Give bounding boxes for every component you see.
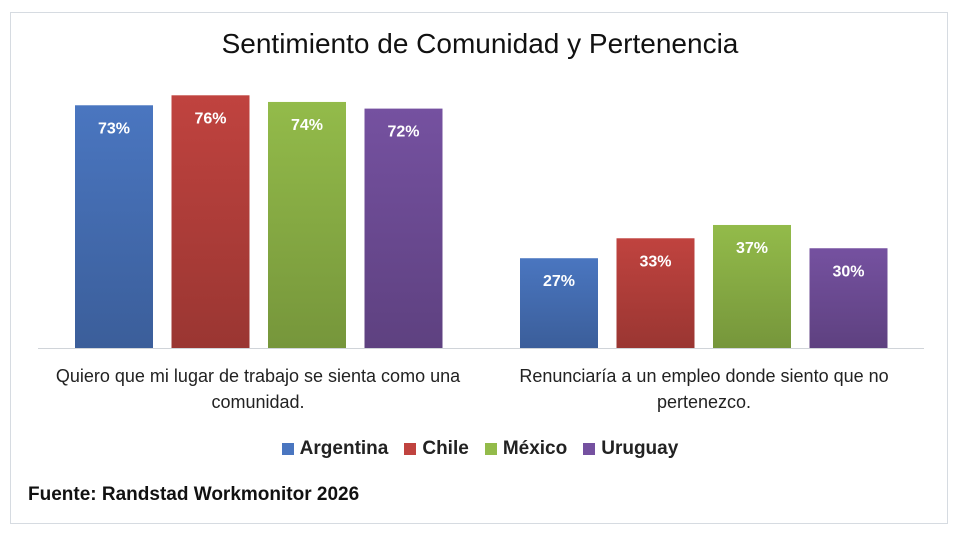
legend-item-chile: Chile bbox=[404, 438, 469, 460]
bar-mexico-1 bbox=[268, 101, 346, 348]
data-label-uruguay-2: 30% bbox=[832, 263, 864, 280]
legend-swatch-mexico bbox=[484, 443, 497, 455]
legend-label-mexico: México bbox=[502, 438, 568, 459]
legend-swatch-argentina bbox=[281, 443, 294, 455]
bar-uruguay-2 bbox=[809, 248, 888, 348]
data-label-chile-2: 33% bbox=[639, 253, 671, 270]
category-label-comunidad: Quiero que mi lugar de trabajo se sienta… bbox=[55, 366, 461, 412]
data-label-argentina-2: 27% bbox=[543, 273, 575, 290]
legend-swatch-chile bbox=[404, 443, 417, 455]
legend-label-argentina: Argentina bbox=[299, 438, 389, 459]
legend-label-uruguay: Uruguay bbox=[601, 438, 679, 459]
bar-chile-1 bbox=[171, 95, 250, 348]
data-label-argentina-1: 73% bbox=[98, 120, 130, 137]
chart-title: Sentimiento de Comunidad y Pertenencia bbox=[221, 28, 739, 59]
bar-chile-2 bbox=[616, 238, 695, 348]
legend-item-uruguay: Uruguay bbox=[583, 438, 678, 460]
legend-item-argentina: Argentina bbox=[281, 438, 389, 460]
bar-uruguay-1 bbox=[364, 108, 443, 348]
bar-mexico-2 bbox=[713, 224, 791, 348]
legend-item-mexico: México bbox=[484, 438, 568, 460]
chart-frame bbox=[10, 12, 948, 524]
data-label-uruguay-1: 72% bbox=[387, 124, 419, 141]
bar-argentina-2 bbox=[520, 258, 598, 348]
data-label-chile-1: 76% bbox=[194, 110, 226, 127]
legend-swatch-uruguay bbox=[583, 443, 596, 455]
legend: Argentina Chile México Uruguay bbox=[0, 438, 960, 460]
legend-label-chile: Chile bbox=[422, 438, 469, 459]
data-label-mexico-1: 74% bbox=[291, 117, 323, 134]
category-label-pertenencia: Renunciaría a un empleo donde siento que… bbox=[519, 366, 889, 412]
bar-argentina-1 bbox=[75, 105, 153, 349]
source-note: Fuente: Randstad Workmonitor 2026 bbox=[28, 484, 360, 505]
data-label-mexico-2: 37% bbox=[736, 240, 768, 257]
